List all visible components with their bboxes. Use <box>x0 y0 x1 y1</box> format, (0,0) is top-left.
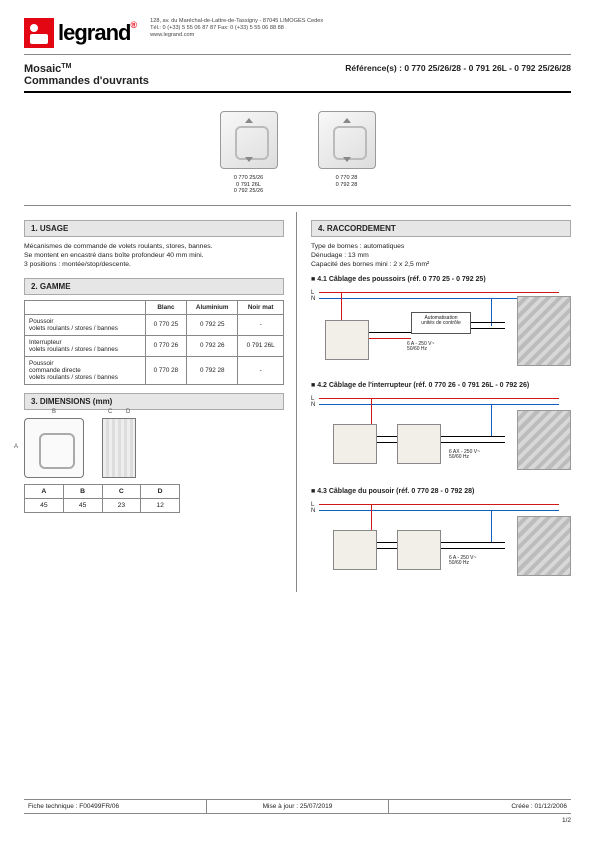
product-images: 0 770 25/26 0 791 26L 0 792 25/26 0 770 … <box>24 111 571 195</box>
footer-mid: Mise à jour : 25/07/2019 <box>207 800 390 813</box>
wiring-diagram-2: LN 6 AX - 250 V~ 50/60 Hz <box>311 392 571 482</box>
dimension-drawing: B A C D <box>24 418 284 478</box>
logo-text: legrand® <box>58 20 136 46</box>
footer-left: Fiche technique : F00499FR/06 <box>24 800 207 813</box>
product-1: 0 770 25/26 0 791 26L 0 792 25/26 <box>220 111 278 195</box>
product-2: 0 770 28 0 792 28 <box>318 111 376 195</box>
section-usage-head: 1. USAGE <box>24 220 284 237</box>
logo-icon <box>24 18 54 48</box>
table-row: Interrupteur volets roulants / stores / … <box>25 335 284 356</box>
wiring-diagram-3: LN 6 A - 250 V~ 50/60 Hz <box>311 498 571 588</box>
racc-text: Type de bornes : automatiques Dénudage :… <box>311 242 571 270</box>
sub-4-2: 4.2 Câblage de l'interrupteur (réf. 0 77… <box>311 382 571 389</box>
sub-4-3: 4.3 Câblage du pousoir (réf. 0 770 28 - … <box>311 488 571 495</box>
footer-right: Créée : 01/12/2006 <box>389 800 571 813</box>
section-racc-head: 4. RACCORDEMENT <box>311 220 571 237</box>
page-number: 1/2 <box>24 817 571 824</box>
usage-text: Mécanismes de commande de volets roulant… <box>24 242 284 270</box>
logo: legrand® <box>24 18 136 48</box>
company-address: 128, av. du Maréchal-de-Lattre-de-Tassig… <box>150 18 323 39</box>
references: Référence(s) : 0 770 25/26/28 - 0 791 26… <box>345 63 571 87</box>
switch-icon <box>318 111 376 169</box>
table-row: Poussoir volets roulants / stores / bann… <box>25 314 284 335</box>
header: legrand® 128, av. du Maréchal-de-Lattre-… <box>24 18 571 55</box>
section-gamme-head: 2. GAMME <box>24 278 284 295</box>
section-dims-head: 3. DIMENSIONS (mm) <box>24 393 284 410</box>
switch-icon <box>220 111 278 169</box>
product-title: MosaicTM Commandes d'ouvrants <box>24 63 149 87</box>
footer: Fiche technique : F00499FR/06 Mise à jou… <box>24 799 571 824</box>
left-column: 1. USAGE Mécanismes de commande de volet… <box>24 212 297 592</box>
right-column: 4. RACCORDEMENT Type de bornes : automat… <box>311 212 571 592</box>
title-row: MosaicTM Commandes d'ouvrants Référence(… <box>24 63 571 93</box>
table-row: Poussoir commande directe volets roulant… <box>25 356 284 384</box>
wiring-diagram-1: LN Automatisation unités de contrôle 6 A… <box>311 286 571 376</box>
gamme-table: Blanc Aluminium Noir mat Poussoir volets… <box>24 300 284 385</box>
dims-table: A B C D 45 45 23 12 <box>24 484 180 513</box>
sub-4-1: 4.1 Câblage des poussoirs (réf. 0 770 25… <box>311 276 571 283</box>
